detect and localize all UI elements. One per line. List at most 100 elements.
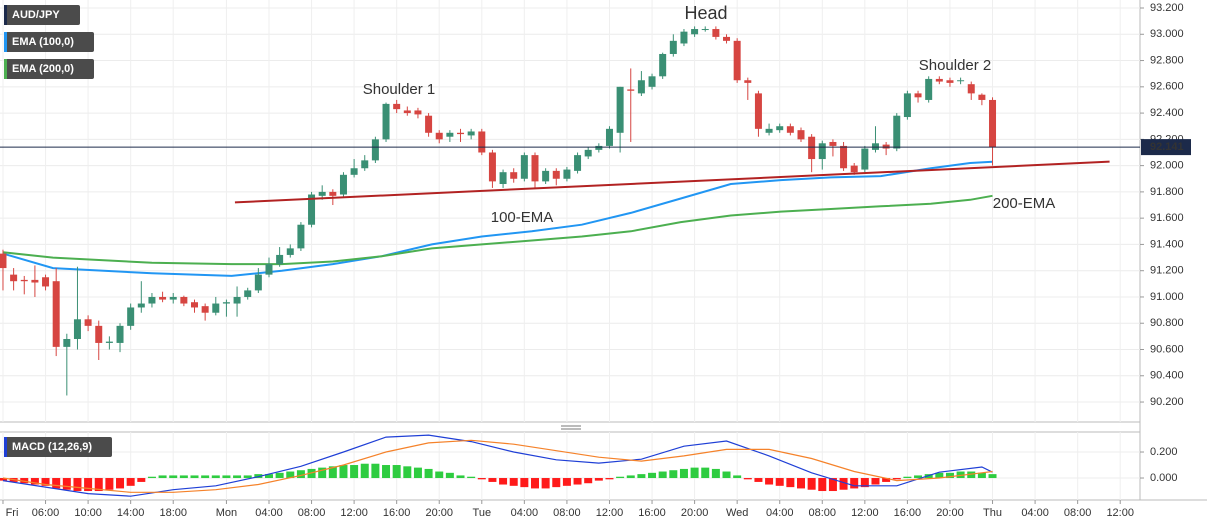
candle-body <box>637 80 645 94</box>
histogram-bar <box>573 478 582 485</box>
legend-box[interactable] <box>4 32 94 52</box>
x-tick-label: 08:00 <box>553 507 581 519</box>
candle-body <box>680 31 688 44</box>
histogram-bar <box>30 478 39 485</box>
x-tick-label: 16:00 <box>638 507 666 519</box>
candle-body <box>776 126 784 131</box>
histogram-bar <box>467 476 476 479</box>
x-tick-label: 06:00 <box>32 507 60 519</box>
histogram-bar <box>977 472 986 479</box>
candle-body <box>733 40 741 81</box>
candle-body <box>510 172 518 179</box>
candle-body <box>552 170 560 179</box>
candle-body <box>605 128 613 146</box>
legend-swatch <box>4 5 7 25</box>
histogram-bar <box>839 478 848 490</box>
histogram-bar <box>648 472 657 479</box>
candle-body <box>957 80 965 82</box>
candle-body <box>254 274 262 291</box>
histogram-bar <box>988 474 997 479</box>
candle-body <box>339 174 347 195</box>
candle-body <box>765 128 773 133</box>
candle-body <box>457 132 465 135</box>
y-tick-label: 0.200 <box>1150 446 1178 458</box>
histogram-bar <box>626 475 635 479</box>
candle-body <box>520 155 528 179</box>
candle-body <box>531 155 539 182</box>
candle-body <box>127 307 135 326</box>
histogram-bar <box>84 478 93 492</box>
x-tick-label: Wed <box>726 507 748 519</box>
x-tick-label: Fri <box>6 507 19 519</box>
histogram-bar <box>797 478 806 489</box>
annotation: Shoulder 1 <box>363 81 436 98</box>
legend-label: EMA (100,0) <box>12 36 74 48</box>
legend-box[interactable] <box>4 437 112 457</box>
histogram-bar <box>807 478 816 490</box>
histogram-bar <box>477 478 486 480</box>
candle-body <box>861 148 869 170</box>
histogram-bar <box>520 478 529 488</box>
histogram-bar <box>211 475 220 479</box>
histogram-bar <box>307 468 316 479</box>
candle-body <box>20 279 28 282</box>
histogram-bar <box>328 466 337 479</box>
histogram-bar <box>850 478 859 489</box>
candle-body <box>308 194 316 225</box>
histogram-bar <box>733 475 742 479</box>
histogram-bar <box>116 478 125 489</box>
candle-body <box>116 325 124 343</box>
candle-body <box>967 84 975 94</box>
candle-body <box>169 296 177 300</box>
histogram-bar <box>871 478 880 485</box>
x-tick-label: 14:00 <box>117 507 145 519</box>
legend-box[interactable] <box>4 59 94 79</box>
candle-body <box>723 36 731 41</box>
histogram-bar <box>552 478 561 488</box>
y-tick-label: 91.000 <box>1150 291 1184 303</box>
legend-label: EMA (200,0) <box>12 63 74 75</box>
candle-body <box>137 303 145 308</box>
candle-body <box>63 338 71 347</box>
candle-body <box>244 290 252 297</box>
legend: AUD/JPY EMA (100,0) EMA (200,0) MACD (12… <box>4 5 112 457</box>
histogram-bar <box>488 478 497 482</box>
histogram-bar <box>541 478 550 489</box>
candle-body <box>744 80 752 83</box>
x-tick-label: 12:00 <box>596 507 624 519</box>
last-price-box <box>1141 139 1191 156</box>
histogram-bar <box>126 478 135 486</box>
candle-body <box>797 130 805 140</box>
y-tick-label: 92.800 <box>1150 54 1184 66</box>
axes: 90.200 90.400 90.600 90.800 91.000 91.200 91.4… <box>2 2 1191 519</box>
x-tick-label: 10:00 <box>74 507 102 519</box>
legend-box[interactable] <box>4 5 80 25</box>
histogram-bar <box>637 474 646 479</box>
x-tick-label: 16:00 <box>383 507 411 519</box>
candle-body <box>105 341 113 343</box>
candle-body <box>0 253 7 269</box>
candle-body <box>201 306 209 313</box>
y-tick-label: 91.600 <box>1150 212 1184 224</box>
y-tick-label: 91.800 <box>1150 186 1184 198</box>
candle-body <box>488 152 496 182</box>
histogram-bar <box>669 470 678 479</box>
candle-body <box>595 145 603 150</box>
histogram-bar <box>371 463 380 479</box>
panel-grip[interactable] <box>561 425 581 430</box>
candle-body <box>435 132 443 140</box>
histogram-bar <box>509 478 518 486</box>
neckline <box>234 160 1110 204</box>
candle-body <box>754 93 762 129</box>
histogram-bar <box>190 475 199 479</box>
candle-body <box>148 296 156 304</box>
histogram-bar <box>765 478 774 485</box>
y-tick-label: 93.000 <box>1150 28 1184 40</box>
candle-body <box>925 78 933 100</box>
histogram-bar <box>169 475 178 479</box>
y-tick-label: 93.200 <box>1150 2 1184 14</box>
histogram-bar <box>562 478 571 486</box>
histogram-bar <box>945 472 954 479</box>
histogram-bar <box>62 478 71 490</box>
